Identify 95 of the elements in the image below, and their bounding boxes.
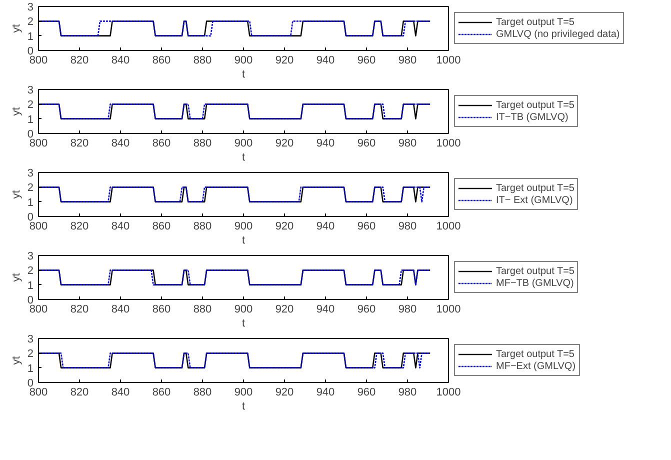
x-tick-label: 940 <box>316 54 335 66</box>
legend-label: MF−Ext (GMLVQ) <box>496 360 576 372</box>
x-tick-label: 820 <box>70 138 89 150</box>
x-tick-label: 840 <box>111 138 130 150</box>
x-tick-label: 860 <box>152 220 171 232</box>
x-tick-label: 980 <box>398 54 417 66</box>
x-tick-label: 920 <box>275 304 294 316</box>
x-tick-label: 860 <box>152 54 171 66</box>
y-tick-label: 1 <box>27 30 34 43</box>
x-tick-label: 880 <box>193 220 212 232</box>
x-tick-label: 800 <box>29 304 48 316</box>
legend-label: IT−TB (GMLVQ) <box>496 111 568 123</box>
x-tick-label: 820 <box>70 386 89 398</box>
x-tick-label: 980 <box>398 220 417 232</box>
y-axis-title: yt <box>10 107 22 116</box>
x-tick-label: 840 <box>111 304 130 316</box>
x-tick-label: 880 <box>193 138 212 150</box>
x-tick-label: 920 <box>275 220 294 232</box>
x-tick-label: 940 <box>316 138 335 150</box>
x-tick-label: 1000 <box>436 304 461 316</box>
legend-label: MF−TB (GMLVQ) <box>496 277 574 289</box>
legend-label: GMLVQ (no privileged data) <box>496 28 620 40</box>
x-axis-title: t <box>242 68 246 80</box>
x-tick-label: 920 <box>275 138 294 150</box>
y-tick-label: 2 <box>27 99 34 112</box>
y-tick-label: 3 <box>27 334 34 346</box>
x-tick-label: 800 <box>29 386 48 398</box>
y-tick-label: 2 <box>27 265 34 278</box>
legend-label: Target output T=5 <box>496 348 574 360</box>
x-tick-label: 1000 <box>436 138 461 150</box>
x-tick-label: 840 <box>111 386 130 398</box>
legend-label: Target output T=5 <box>496 99 574 111</box>
y-tick-label: 2 <box>27 348 34 360</box>
x-tick-label: 980 <box>398 386 417 398</box>
x-tick-label: 1000 <box>436 386 461 398</box>
y-tick-label: 0 <box>27 378 34 390</box>
y-tick-label: 0 <box>27 212 34 224</box>
x-tick-label: 800 <box>29 54 48 66</box>
x-tick-label: 960 <box>357 54 376 66</box>
x-tick-label: 960 <box>357 220 376 232</box>
x-axis-title: t <box>242 400 246 412</box>
y-axis-title: yt <box>10 190 22 199</box>
y-axis-title: yt <box>10 24 22 33</box>
x-tick-label: 840 <box>111 220 130 232</box>
x-tick-label: 820 <box>70 220 89 232</box>
x-tick-label: 980 <box>398 304 417 316</box>
x-tick-label: 960 <box>357 138 376 150</box>
x-tick-label: 1000 <box>436 54 461 66</box>
x-tick-label: 940 <box>316 220 335 232</box>
y-tick-label: 1 <box>27 280 34 292</box>
x-tick-label: 880 <box>193 304 212 316</box>
x-tick-label: 800 <box>29 138 48 150</box>
y-axis-title: yt <box>10 356 22 365</box>
x-axis-title: t <box>242 234 246 246</box>
x-tick-label: 960 <box>357 304 376 316</box>
x-tick-label: 900 <box>234 138 253 150</box>
legend-label: IT− Ext (GMLVQ) <box>496 194 573 206</box>
x-tick-label: 980 <box>398 138 417 150</box>
x-tick-label: 920 <box>275 386 294 398</box>
y-tick-label: 2 <box>27 16 34 28</box>
y-tick-label: 3 <box>27 168 34 180</box>
x-tick-label: 900 <box>234 220 253 232</box>
y-tick-label: 0 <box>27 46 34 58</box>
x-tick-label: 860 <box>152 386 171 398</box>
x-tick-label: 920 <box>275 54 294 66</box>
x-tick-label: 820 <box>70 54 89 66</box>
x-axis-title: t <box>242 152 246 164</box>
x-tick-label: 880 <box>193 54 212 66</box>
x-tick-label: 840 <box>111 54 130 66</box>
x-tick-label: 880 <box>193 386 212 398</box>
y-tick-label: 3 <box>27 250 34 262</box>
y-tick-label: 3 <box>27 84 34 96</box>
legend-label: Target output T=5 <box>496 16 574 28</box>
x-tick-label: 960 <box>357 386 376 398</box>
y-tick-label: 1 <box>27 196 34 209</box>
x-tick-label: 900 <box>234 386 253 398</box>
x-tick-label: 800 <box>29 220 48 232</box>
y-tick-label: 2 <box>27 182 34 194</box>
x-tick-label: 900 <box>234 304 253 316</box>
y-tick-label: 1 <box>27 114 34 126</box>
x-tick-label: 940 <box>316 304 335 316</box>
x-tick-label: 1000 <box>436 220 461 232</box>
y-tick-label: 0 <box>27 128 34 140</box>
y-axis-title: yt <box>10 273 22 282</box>
x-tick-label: 860 <box>152 304 171 316</box>
x-tick-label: 860 <box>152 138 171 150</box>
legend-label: Target output T=5 <box>496 182 574 194</box>
y-tick-label: 3 <box>27 2 34 14</box>
legend-label: Target output T=5 <box>496 265 574 277</box>
x-tick-label: 940 <box>316 386 335 398</box>
y-tick-label: 1 <box>27 362 34 375</box>
x-tick-label: 900 <box>234 54 253 66</box>
x-axis-title: t <box>242 318 246 330</box>
x-tick-label: 820 <box>70 304 89 316</box>
y-tick-label: 0 <box>27 294 34 306</box>
